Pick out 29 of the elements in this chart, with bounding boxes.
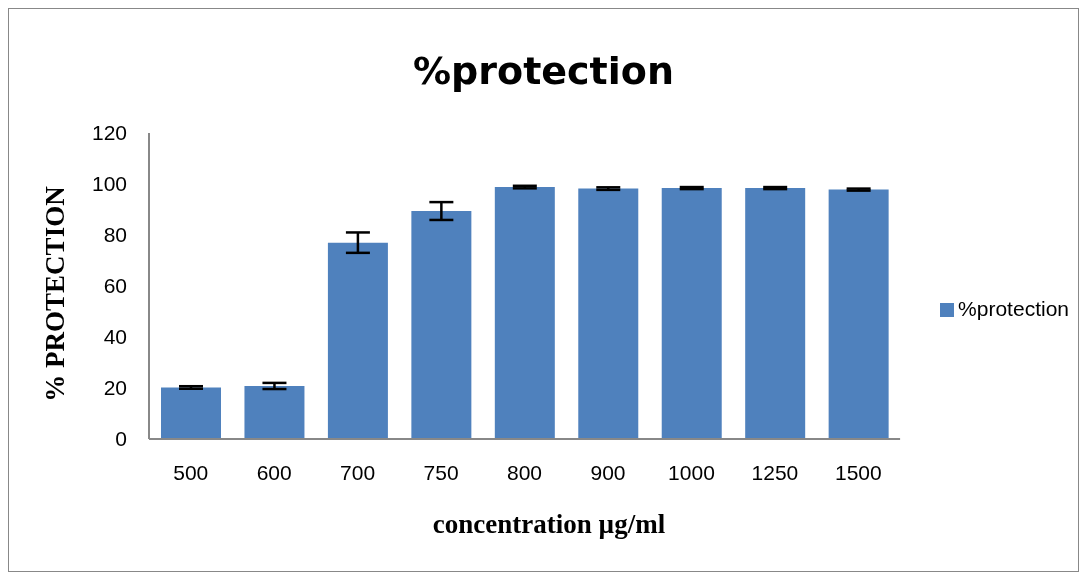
y-tick-label: 60 bbox=[103, 274, 127, 298]
x-tick-label: 600 bbox=[256, 460, 292, 484]
x-tick-label: 500 bbox=[173, 460, 209, 484]
y-tick-label: 20 bbox=[103, 376, 127, 400]
x-tick-label: 900 bbox=[590, 460, 626, 484]
bar bbox=[828, 189, 889, 439]
bar bbox=[411, 211, 472, 439]
bar bbox=[578, 188, 639, 439]
bar bbox=[745, 188, 806, 439]
bar bbox=[494, 187, 555, 439]
x-tick-label: 1500 bbox=[835, 460, 882, 484]
bar bbox=[661, 188, 722, 439]
x-tick-label: 700 bbox=[340, 460, 376, 484]
bar bbox=[327, 242, 388, 439]
y-tick-label: 40 bbox=[103, 325, 127, 349]
y-tick-label: 100 bbox=[91, 172, 127, 196]
chart-title: %protection bbox=[412, 49, 675, 93]
legend-label: %protection bbox=[958, 297, 1069, 320]
x-tick-label: 1250 bbox=[751, 460, 799, 484]
y-tick-label: 0 bbox=[115, 427, 127, 451]
bar bbox=[161, 387, 221, 439]
y-axis-title: % PROTECTION bbox=[39, 186, 71, 402]
bar bbox=[244, 385, 305, 439]
y-tick-label: 80 bbox=[103, 223, 127, 247]
x-tick-label: 1000 bbox=[668, 460, 715, 484]
x-tick-label: 750 bbox=[423, 460, 459, 484]
x-axis-title: concentration µg/ml bbox=[431, 509, 667, 540]
y-tick-label: 120 bbox=[91, 121, 127, 145]
x-tick-label: 800 bbox=[507, 460, 543, 484]
